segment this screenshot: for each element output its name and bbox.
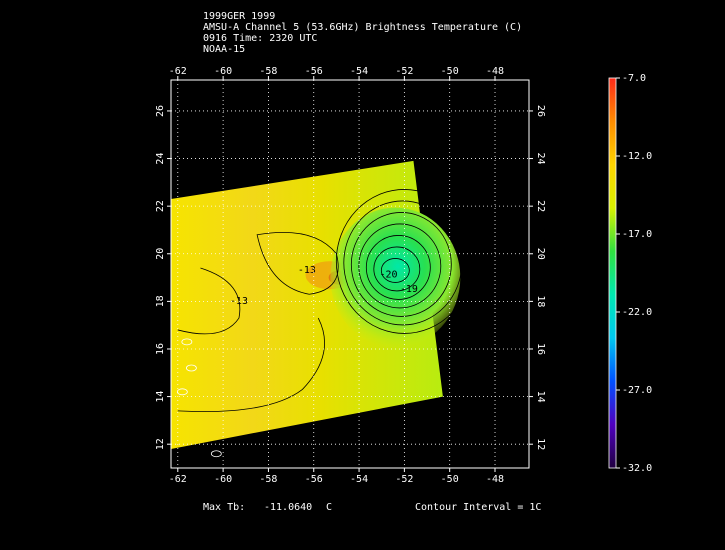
colorbar-tick-label: -22.0 [622, 307, 652, 318]
contour-line [256, 232, 339, 295]
y-tick-label-left: 12 [155, 438, 166, 450]
contour-line [177, 317, 325, 412]
colorbar-tick-label: -17.0 [622, 229, 652, 240]
x-tick-label-bottom: -58 [259, 474, 277, 485]
x-tick-label-top: -50 [441, 66, 459, 77]
contour-line [373, 246, 421, 292]
contour-label: -13 [298, 265, 316, 276]
cold-spot-contour [185, 364, 197, 372]
y-tick-label-left: 14 [155, 391, 166, 403]
x-tick-label-bottom: -50 [441, 474, 459, 485]
contour-line [177, 267, 241, 335]
y-tick-label-left: 20 [155, 248, 166, 260]
x-tick-label-bottom: -54 [350, 474, 368, 485]
x-tick-label-bottom: -48 [486, 474, 504, 485]
y-tick-label-right: 24 [535, 153, 546, 165]
y-tick-label-left: 18 [155, 295, 166, 307]
colorbar-tick-label: -27.0 [622, 385, 652, 396]
y-tick-label-left: 16 [155, 343, 166, 355]
contour-line [380, 258, 410, 283]
x-tick-label-top: -48 [486, 66, 504, 77]
cold-spot-contour [176, 388, 188, 396]
x-tick-label-bottom: -62 [169, 474, 187, 485]
plot-frame [170, 79, 530, 469]
time-line: 0916 Time: 2320 UTC [203, 33, 318, 44]
contour-label: -19 [400, 284, 418, 295]
y-tick-label-left: 26 [155, 105, 166, 117]
y-tick-label-right: 26 [535, 105, 546, 117]
contour-label: -20 [379, 270, 397, 281]
contour-label: -13 [230, 296, 248, 307]
colorbar [608, 77, 617, 469]
contour-line [343, 200, 463, 326]
y-tick-label-right: 20 [535, 248, 546, 260]
x-tick-label-bottom: -56 [305, 474, 323, 485]
x-tick-label-bottom: -60 [214, 474, 232, 485]
contour-line [358, 223, 442, 309]
y-tick-label-right: 14 [535, 391, 546, 403]
colorbar-tick-label: -7.0 [622, 73, 646, 84]
cold-core [330, 207, 461, 348]
cold-spot-contour [181, 338, 193, 346]
x-tick-label-bottom: -52 [395, 474, 413, 485]
max-tb-value: -11.0640 [264, 502, 313, 513]
max-tb-label: Max Tb: [203, 502, 246, 513]
x-tick-label-top: -54 [350, 66, 368, 77]
y-tick-label-left: 24 [155, 153, 166, 165]
channel-line: AMSU-A Channel 5 (53.6GHz) Brightness Te… [203, 22, 523, 33]
colorbar-tick-label: -32.0 [622, 463, 652, 474]
y-tick-label-right: 22 [535, 200, 546, 212]
y-tick-label-right: 18 [535, 295, 546, 307]
contour-line [365, 235, 431, 300]
x-tick-label-top: -52 [395, 66, 413, 77]
cold-spot-contour [210, 450, 222, 458]
header: 1999GER 1999 AMSU-A Channel 5 (53.6GHz) … [203, 11, 522, 55]
x-tick-label-top: -60 [214, 66, 232, 77]
x-tick-label-top: -56 [305, 66, 323, 77]
y-tick-label-right: 16 [535, 343, 546, 355]
colorbar-tick-label: -12.0 [622, 151, 652, 162]
contour-line [335, 189, 473, 334]
y-tick-label-left: 22 [155, 200, 166, 212]
satellite-line: NOAA-15 [203, 44, 246, 55]
x-tick-label-top: -62 [169, 66, 187, 77]
y-tick-label-right: 12 [535, 438, 546, 450]
x-tick-label-top: -58 [259, 66, 277, 77]
title-line: 1999GER 1999 [203, 11, 276, 22]
contour-line [350, 212, 452, 317]
max-tb-unit: C [326, 502, 333, 513]
contour-interval: Contour Interval = 1C [415, 502, 542, 513]
